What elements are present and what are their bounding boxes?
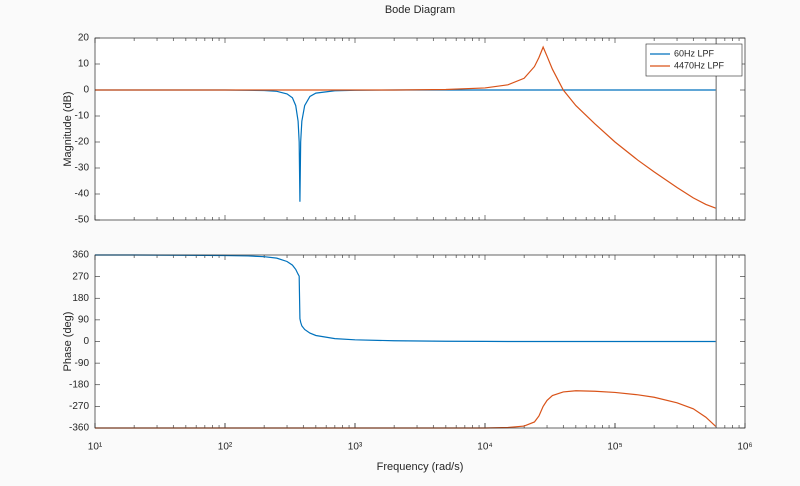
y-tick-label: -90 — [75, 358, 90, 369]
y-tick-label: 270 — [72, 271, 89, 282]
y-tick-label: -30 — [75, 163, 90, 174]
axes-box — [94, 37, 746, 221]
y-axis-label: Phase (deg) — [62, 312, 74, 372]
y-tick-label: 90 — [78, 315, 90, 326]
y-axis-label: Magnitude (dB) — [62, 91, 74, 166]
y-tick-label: 360 — [72, 250, 89, 261]
x-axis-label: Frequency (rad/s) — [377, 461, 464, 473]
legend-label: 4470Hz LPF — [674, 60, 725, 70]
x-tick-label: 10² — [218, 442, 233, 453]
y-tick-label: -50 — [75, 215, 90, 226]
plot-area — [95, 38, 745, 220]
x-tick-label: 10⁴ — [477, 442, 492, 453]
y-tick-label: -10 — [75, 111, 90, 122]
y-tick-label: -20 — [75, 137, 90, 148]
series-line — [95, 45, 717, 209]
x-tick-label: 10⁶ — [737, 442, 752, 453]
y-tick-label: 20 — [78, 33, 90, 44]
y-tick-label: -270 — [69, 401, 89, 412]
y-tick-label: -40 — [75, 189, 90, 200]
y-tick-label: -180 — [69, 379, 89, 390]
legend-box — [645, 43, 743, 77]
chart-title: Bode Diagram — [385, 4, 455, 16]
y-tick-label: 180 — [72, 293, 89, 304]
legend-label: 60Hz LPF — [674, 48, 715, 58]
x-tick-label: 10³ — [348, 442, 363, 453]
y-tick-label: 0 — [83, 85, 89, 96]
y-tick-label: 0 — [83, 336, 89, 347]
y-tick-label: 10 — [78, 59, 90, 70]
y-tick-label: -360 — [69, 423, 89, 434]
series-line — [95, 254, 717, 343]
x-tick-label: 10⁵ — [607, 442, 622, 453]
axes-box — [94, 254, 746, 429]
x-tick-label: 10¹ — [88, 442, 103, 453]
